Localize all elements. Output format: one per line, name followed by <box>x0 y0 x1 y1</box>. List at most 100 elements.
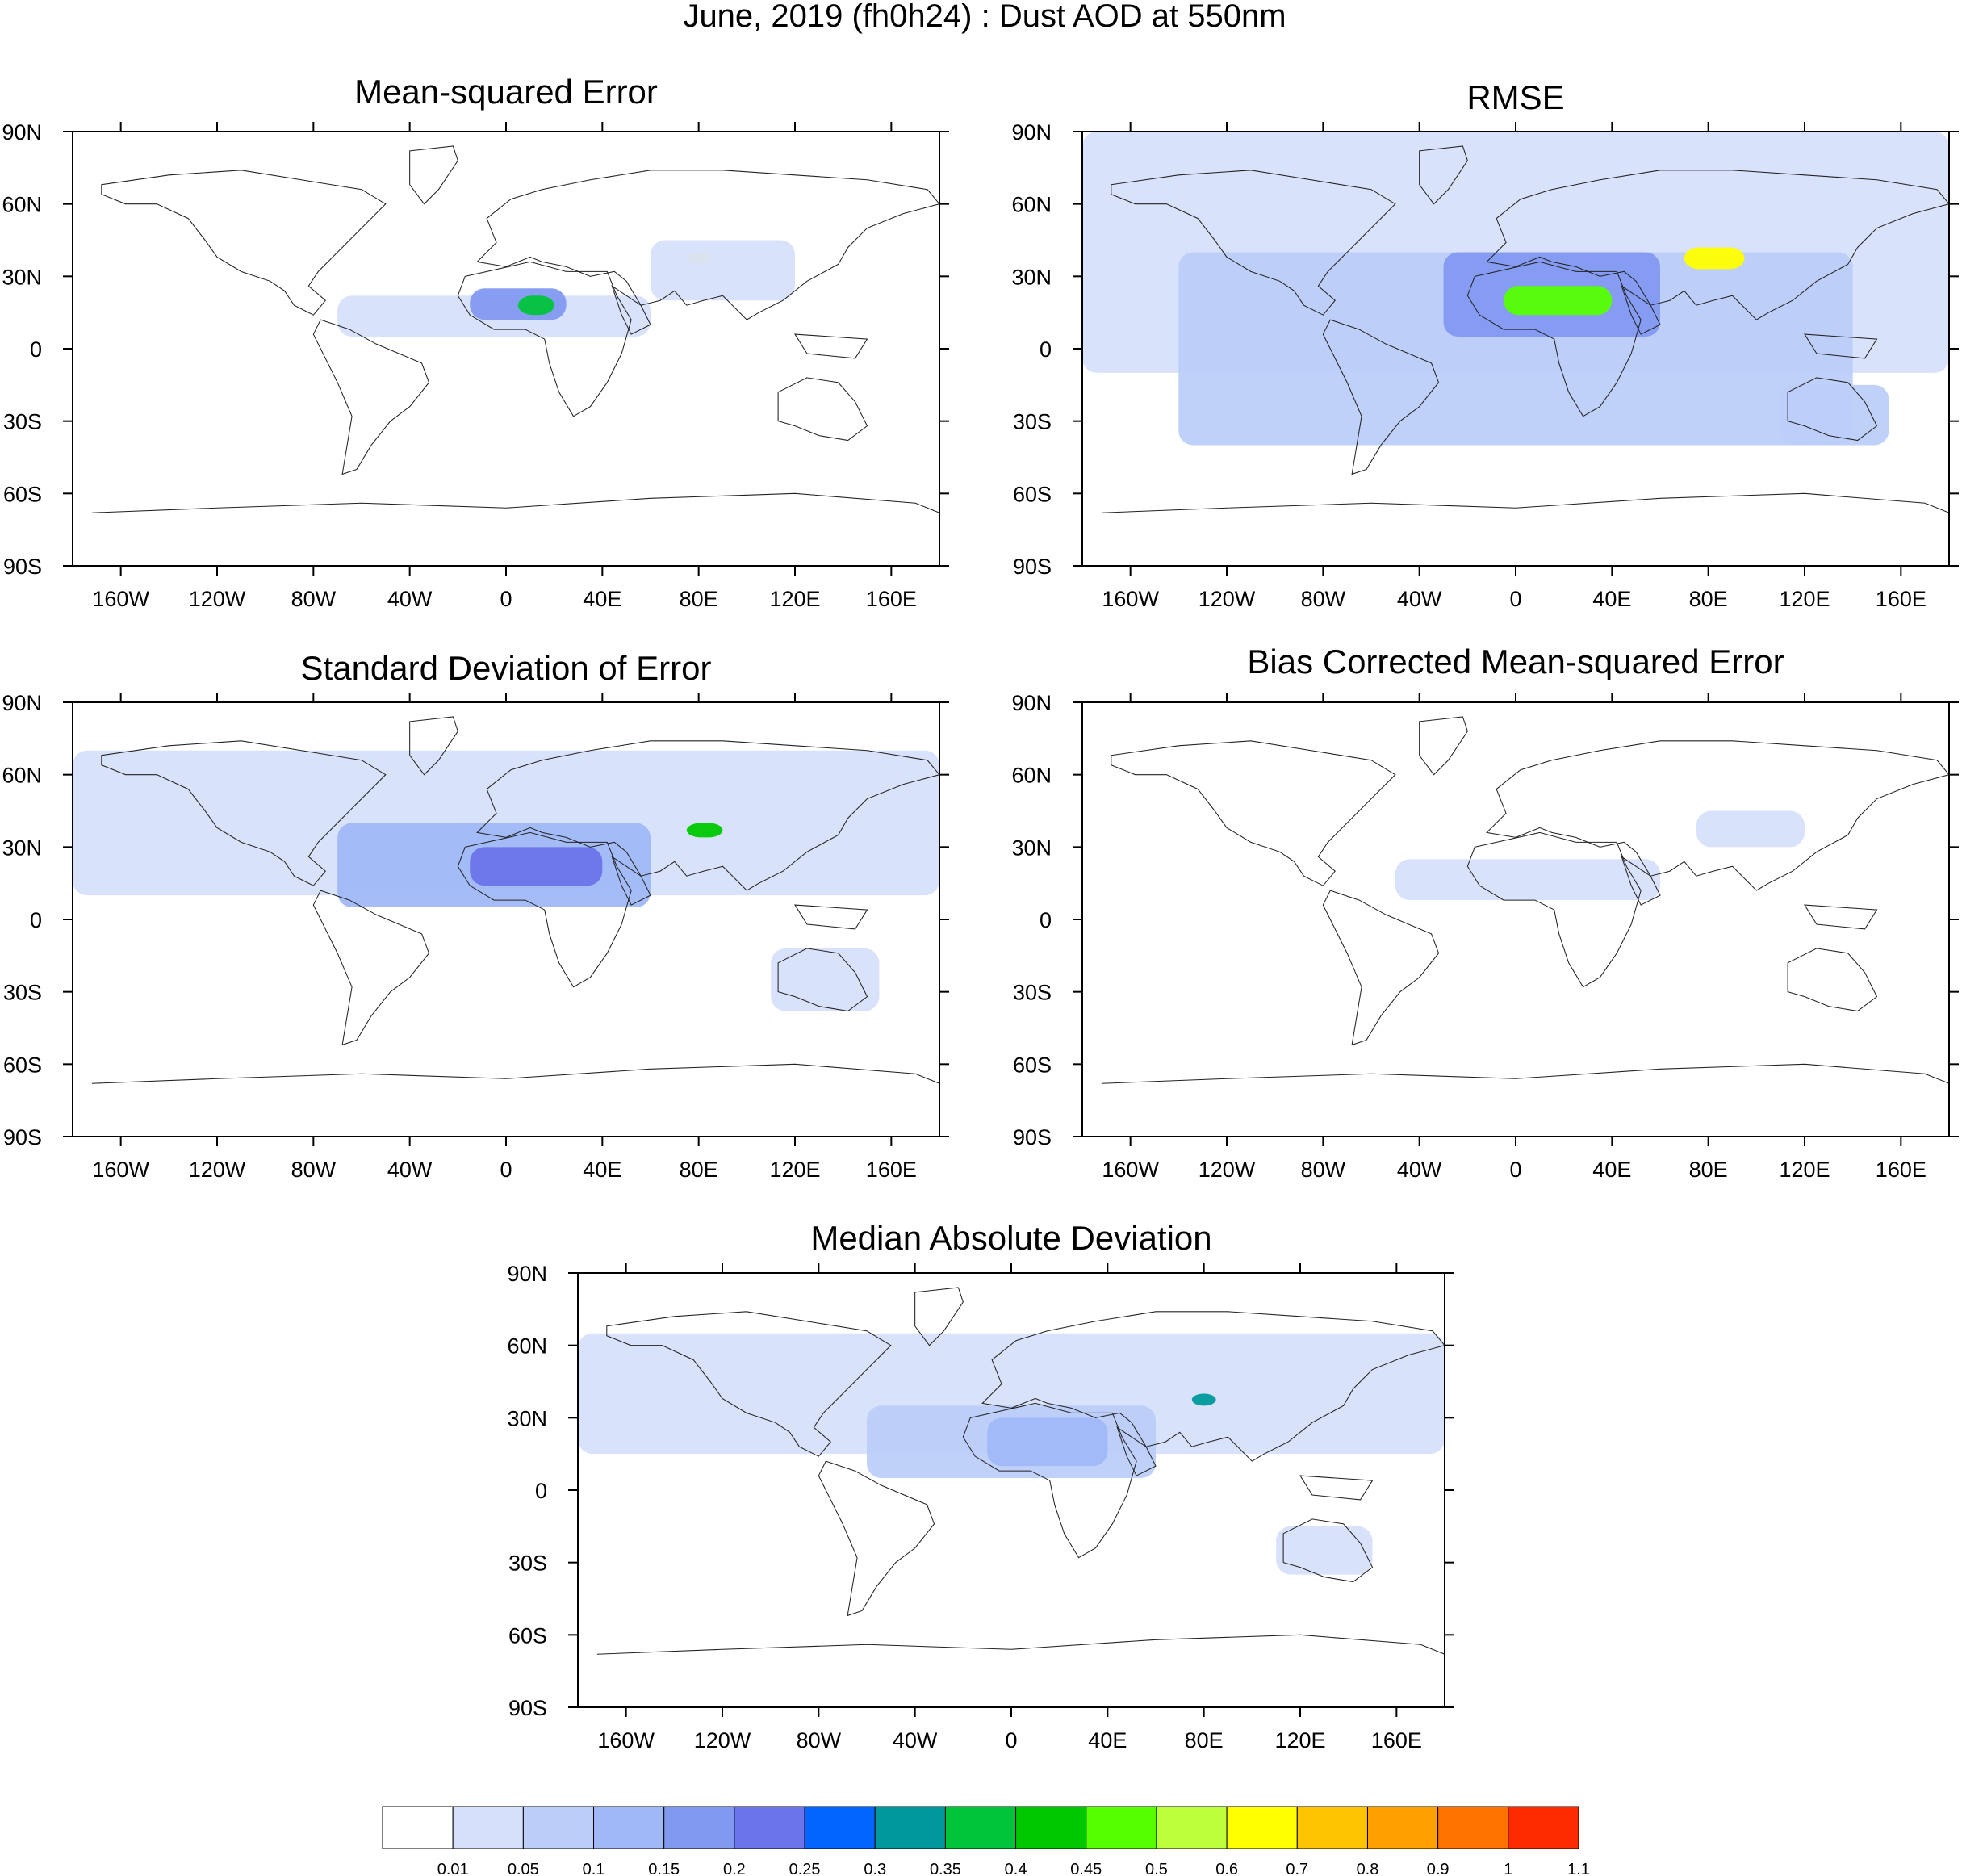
lat-label: 30S <box>508 1551 547 1576</box>
lon-label: 40W <box>387 1158 433 1182</box>
colorbar-label: 0.05 <box>508 1861 539 1876</box>
lon-label: 40E <box>1088 1728 1127 1752</box>
lon-label: 0 <box>500 1158 512 1182</box>
colorbar-swatch <box>1156 1806 1228 1849</box>
panel-title: Median Absolute Deviation <box>810 1219 1211 1257</box>
field-region <box>651 240 795 301</box>
lon-label: 80W <box>797 1728 842 1752</box>
lon-label: 80E <box>1185 1728 1224 1752</box>
lon-label: 160E <box>866 1158 917 1182</box>
field-region <box>1178 252 1853 446</box>
colorbar-swatch <box>734 1806 805 1849</box>
lon-label: 80E <box>1689 1158 1728 1182</box>
lon-label: 40E <box>1592 587 1631 611</box>
lon-label: 160W <box>92 587 149 611</box>
lon-label: 160E <box>1876 587 1926 611</box>
lon-label: 40W <box>893 1728 938 1752</box>
colorbar-label: 0.4 <box>1005 1861 1027 1876</box>
field-region <box>517 295 554 316</box>
lon-label: 80E <box>680 1158 718 1182</box>
lat-label: 90S <box>508 1696 547 1720</box>
field-region <box>470 847 603 886</box>
colorbar: 0.01 0.05 0.1 0.15 0.2 0.25 0.3 0.35 0.4 0.45 0.5 0… <box>382 1806 1590 1876</box>
lat-label: 0 <box>535 1479 547 1503</box>
lon-label: 120W <box>694 1728 751 1752</box>
lat-label: 90S <box>1013 1125 1052 1149</box>
lat-label: 30N <box>507 1406 547 1430</box>
map-panels: Mean-squared Error 160W 120W 80W 40W 0 40E 80E 1… <box>2 73 1959 1752</box>
colorbar-swatch <box>874 1806 946 1849</box>
lat-label: 30N <box>2 265 42 289</box>
lon-label: 160W <box>92 1158 149 1182</box>
colorbar-swatch <box>663 1806 735 1849</box>
lat-label: 90S <box>3 1125 42 1149</box>
map-panel-std: Standard Deviation of Error 160W 120W 80W 40… <box>2 649 949 1182</box>
colorbar-swatch <box>1226 1806 1298 1849</box>
lon-label: 120E <box>1779 1158 1830 1182</box>
colorbar-label: 0.5 <box>1145 1861 1168 1876</box>
colorbar-label: 0.01 <box>437 1861 469 1876</box>
lon-label: 120W <box>1199 587 1256 611</box>
lon-label: 120W <box>189 1158 246 1182</box>
lat-label: 30N <box>1011 265 1052 289</box>
colorbar-label: 0.45 <box>1070 1861 1102 1876</box>
lat-label: 0 <box>30 337 42 362</box>
panel-title: Standard Deviation of Error <box>301 649 712 687</box>
lat-label: 30N <box>1011 835 1052 860</box>
lon-label: 40E <box>583 587 621 611</box>
lon-label: 120E <box>1274 1728 1325 1752</box>
lat-label: 30S <box>1013 981 1052 1005</box>
colorbar-label: 1.1 <box>1567 1861 1590 1876</box>
field-region <box>1191 1393 1216 1406</box>
lon-label: 80W <box>1301 1158 1346 1182</box>
lat-label: 0 <box>1040 908 1052 932</box>
lat-label: 60S <box>1013 1053 1052 1077</box>
lat-label: 90N <box>1011 691 1052 715</box>
field-region <box>578 1333 1445 1455</box>
colorbar-label: 0.9 <box>1427 1861 1450 1876</box>
coastline <box>90 144 941 514</box>
lon-label: 120W <box>189 587 246 611</box>
lon-label: 160W <box>597 1728 655 1752</box>
lat-label: 60N <box>1011 764 1052 788</box>
lon-label: 40E <box>583 1158 621 1182</box>
colorbar-label: 0.15 <box>648 1861 680 1876</box>
field-region <box>1276 1526 1373 1575</box>
lon-label: 120W <box>1199 1158 1256 1182</box>
lon-label: 80E <box>1689 587 1728 611</box>
lat-label: 60N <box>2 764 42 788</box>
colorbar-label: 0.8 <box>1357 1861 1379 1876</box>
colorbar-swatch <box>382 1806 454 1849</box>
colorbar-swatch <box>1296 1806 1368 1849</box>
lat-label: 60S <box>508 1623 547 1648</box>
map-panel-bcmse: Bias Corrected Mean-squared Error 160W 120… <box>1011 643 1959 1182</box>
lon-label: 80W <box>1301 587 1346 611</box>
colorbar-swatch <box>522 1806 595 1849</box>
lon-label: 0 <box>1509 587 1521 611</box>
coastline <box>1100 715 1951 1085</box>
colorbar-swatch <box>804 1806 876 1849</box>
lat-label: 30S <box>3 410 42 434</box>
field-region <box>1504 286 1613 316</box>
lon-label: 160W <box>1102 1158 1159 1182</box>
colorbar-swatch <box>1366 1806 1439 1849</box>
colorbar-label: 0.2 <box>723 1861 746 1876</box>
lon-label: 160W <box>1102 587 1159 611</box>
map-panel-mad: Median Absolute Deviation 160W 120W 80W 40W 0… <box>507 1219 1454 1752</box>
colorbar-swatch <box>593 1806 665 1849</box>
lon-label: 120E <box>769 1158 820 1182</box>
lon-label: 40W <box>1397 1158 1442 1182</box>
lon-label: 40W <box>387 587 433 611</box>
field-region <box>1780 384 1889 446</box>
lon-label: 0 <box>1509 1158 1521 1182</box>
field-region <box>987 1417 1108 1467</box>
colorbar-swatch <box>1437 1806 1509 1849</box>
lat-label: 0 <box>1040 337 1052 362</box>
colorbar-swatch <box>452 1806 524 1849</box>
lon-label: 160E <box>866 587 917 611</box>
colorbar-label: 1 <box>1504 1861 1512 1876</box>
lat-label: 30N <box>2 835 42 860</box>
map-panel-rmse: RMSE 160W 120W 80W 40W 0 40E 80E 120E 160E 90N 60N 3… <box>1011 78 1959 611</box>
lon-label: 0 <box>1005 1728 1017 1752</box>
